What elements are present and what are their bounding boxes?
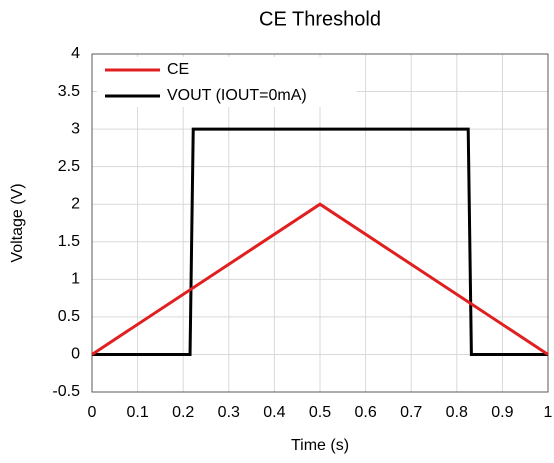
y-tick-label: 1.5	[58, 233, 80, 250]
x-tick-label: 0.9	[491, 404, 513, 421]
x-tick-label: 0	[88, 404, 97, 421]
x-axis-label: Time (s)	[291, 437, 349, 454]
x-tick-label: 0.2	[172, 404, 194, 421]
y-tick-label: 3.5	[58, 83, 80, 100]
line-series	[92, 127, 548, 356]
legend-box	[97, 57, 357, 107]
y-tick-label: 1	[71, 271, 80, 288]
y-tick-label: 3	[71, 120, 80, 137]
y-axis-label: Voltage (V)	[9, 183, 26, 262]
x-tick-label: 0.1	[126, 404, 148, 421]
legend-label: VOUT (IOUT=0mA)	[167, 87, 307, 104]
y-tick-label: 0	[71, 346, 80, 363]
x-tick-label: 0.7	[400, 404, 422, 421]
y-tick-label: 0.5	[58, 308, 80, 325]
line-series	[91, 202, 549, 356]
y-tick-label: -0.5	[52, 383, 80, 400]
x-tick-label: 0.8	[446, 404, 468, 421]
x-tick-label: 0.6	[354, 404, 376, 421]
chart-title: CE Threshold	[259, 8, 381, 30]
legend-label: CE	[167, 61, 189, 78]
y-tick-label: 2.5	[58, 158, 80, 175]
x-tick-label: 0.4	[263, 404, 285, 421]
x-tick-label: 1	[544, 404, 553, 421]
x-tick-label: 0.5	[309, 404, 331, 421]
y-tick-label: 4	[71, 45, 80, 62]
plot-border	[91, 53, 549, 393]
x-tick-label: 0.3	[218, 404, 240, 421]
y-tick-label: 2	[71, 195, 80, 212]
